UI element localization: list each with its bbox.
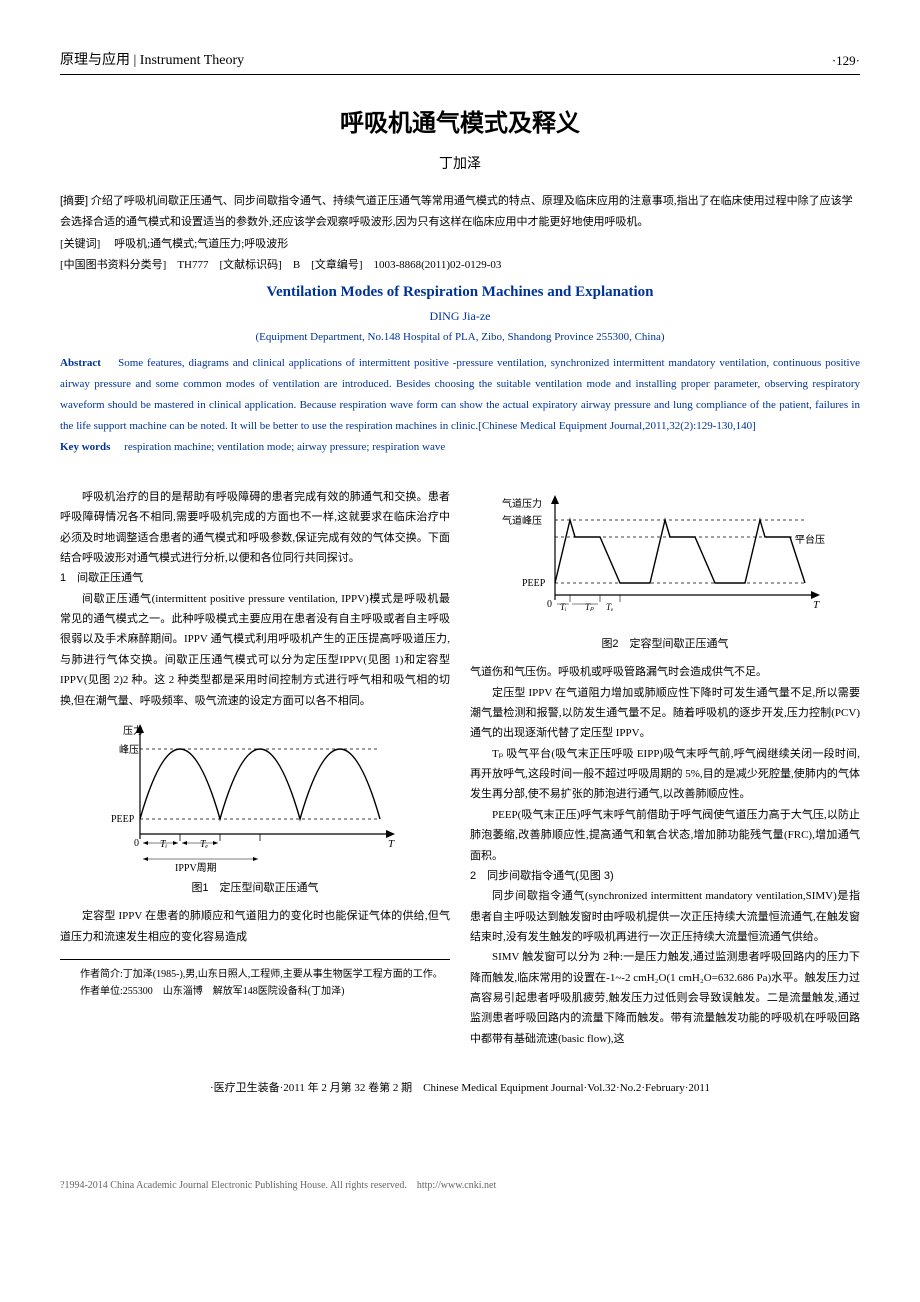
abstract-cn-text: 介绍了呼吸机间歇正压通气、同步间歇指令通气、持续气道正压通气等常用通气模式的特点… [60,195,853,228]
col2-p4: PEEP(吸气末正压)呼气末呼气前借助于呼气阀使气道压力高于大气压,以防止肺泡萎… [470,805,860,866]
author-info-line1: 作者简介:丁加泽(1985-),男,山东日照人,工程师,主要从事生物医学工程方面… [60,966,450,983]
keywords-en: Key words respiration machine; ventilati… [60,439,860,457]
keywords-cn-label: [关键词] [60,238,100,250]
svg-text:Tᵢ: Tᵢ [560,602,567,612]
figure-1: 压力 峰压 PEEP 0 Tᵢ Tₑ T [60,719,450,898]
col2-p1: 气道伤和气压伤。呼吸机或呼吸管路漏气时会造成供气不足。 [470,662,860,682]
abstract-cn-label: [摘要] [60,195,88,207]
svg-text:0: 0 [547,599,552,610]
col2-p3: Tₚ 吸气平台(吸气末正压呼吸 EIPP)吸气末呼气前,呼气阀继续关闭一段时间,… [470,744,860,805]
svg-text:Tᵢ: Tᵢ [160,839,168,850]
affiliation-en: (Equipment Department, No.148 Hospital o… [60,329,860,347]
abstract-cn: [摘要] 介绍了呼吸机间歇正压通气、同步间歇指令通气、持续气道正压通气等常用通气… [60,191,860,233]
keywords-en-label: Key words [60,441,110,453]
svg-text:平台压: 平台压 [795,533,825,546]
abstract-en-text: Some features, diagrams and clinical app… [60,357,860,432]
cnki-note: ?1994-2014 China Academic Journal Electr… [0,1178,920,1194]
intro-paragraph: 呼吸机治疗的目的是帮助有呼吸障碍的患者完成有效的肺通气和交换。患者呼吸障碍情况各… [60,487,450,568]
right-column: 气道压力 气道峰压 PEEP 0 平台压 T Tᵢ Tₚ Tₑ [470,487,860,1049]
svg-text:气道压力: 气道压力 [502,497,542,510]
main-title-cn: 呼吸机通气模式及释义 [60,105,860,143]
section2-p2: SIMV 触发窗可以分为 2种:一是压力触发,通过监测患者呼吸回路内的压力下降而… [470,947,860,1049]
svg-text:Tₑ: Tₑ [606,602,614,612]
svg-text:T: T [388,838,395,850]
author-info-line2: 作者单位:255300 山东淄博 解放军148医院设备科(丁加泽) [60,983,450,1000]
author-en: DING Jia-ze [60,307,860,326]
author-info-block: 作者简介:丁加泽(1985-),男,山东日照人,工程师,主要从事生物医学工程方面… [60,959,450,1000]
fig1-y-peep: PEEP [111,814,135,825]
section1-p2: 定容型 IPPV 在患者的肺顺应和气道阻力的变化时也能保证气体的供给,但气道压力… [60,906,450,947]
left-column: 呼吸机治疗的目的是帮助有呼吸障碍的患者完成有效的肺通气和交换。患者呼吸障碍情况各… [60,487,450,1049]
abstract-en-label: Abstract [60,357,101,369]
page-number: ·129· [832,51,860,72]
section2-p1: 同步间歇指令通气(synchronized intermittent manda… [470,886,860,947]
section-label: 原理与应用 | Instrument Theory [60,50,244,72]
page-footer: ·医疗卫生装备·2011 年 2 月第 32 卷第 2 期 Chinese Me… [60,1074,860,1098]
svg-text:IPPV周期: IPPV周期 [175,862,217,874]
keywords-en-text: respiration machine; ventilation mode; a… [124,441,445,453]
col2-p2: 定压型 IPPV 在气道阻力增加或肺顺应性下降时可发生通气量不足,所以需要潮气量… [470,683,860,744]
section1-heading: 1 间歇正压通气 [60,568,450,588]
svg-text:0: 0 [134,838,139,849]
author-cn: 丁加泽 [60,154,860,176]
page-header: 原理与应用 | Instrument Theory ·129· [60,50,860,75]
svg-text:Tₚ: Tₚ [585,602,594,612]
fig1-y-pressure: 压力 [123,724,143,737]
abstract-en: Abstract Some features, diagrams and cli… [60,353,860,437]
svg-text:Tₑ: Tₑ [200,839,209,850]
section2-heading: 2 同步间歇指令通气(见图 3) [470,866,860,886]
classifier-line: [中国图书资料分类号] TH777 [文献标识码] B [文章编号] 1003-… [60,257,860,275]
keywords-cn-text: 呼吸机;通气模式;气道压力;呼吸波形 [114,238,288,250]
figure-1-caption: 图1 定压型间歇正压通气 [60,878,450,898]
section1-p1: 间歇正压通气(intermittent positive pressure ve… [60,589,450,711]
svg-text:PEEP: PEEP [522,578,546,589]
figure-2-caption: 图2 定容型间歇正压通气 [470,634,860,654]
svg-text:气道峰压: 气道峰压 [502,514,542,527]
main-title-en: Ventilation Modes of Respiration Machine… [60,280,860,304]
figure-2: 气道压力 气道峰压 PEEP 0 平台压 T Tᵢ Tₚ Tₑ [470,495,860,654]
fig1-y-peak: 峰压 [119,744,139,756]
keywords-cn: [关键词] 呼吸机;通气模式;气道压力;呼吸波形 [60,236,860,254]
svg-text:T: T [813,599,820,611]
